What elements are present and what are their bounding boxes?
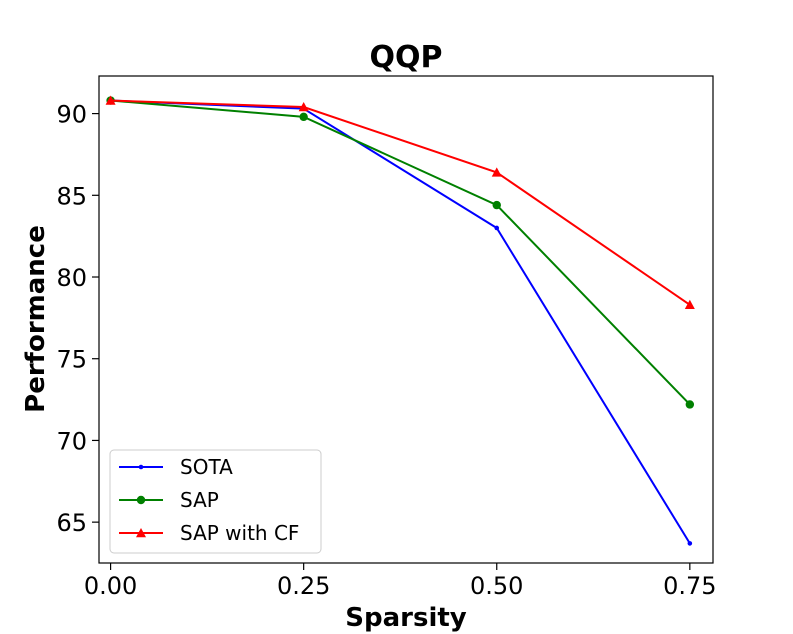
data-point-sap	[299, 112, 308, 122]
legend-label-sota: SOTA	[180, 455, 233, 479]
chart-title: QQP	[370, 40, 443, 75]
data-point-sap	[492, 200, 501, 210]
legend-label-sap: SAP	[180, 488, 219, 512]
data-point-sap	[685, 400, 695, 409]
series-group	[105, 95, 695, 546]
data-point-sap-with-cf	[491, 167, 502, 177]
data-point-sota	[687, 541, 693, 546]
y-tick-label: 75	[56, 346, 87, 374]
x-tick-label: 0.75	[663, 572, 716, 600]
axes: 65 70 75 80 85 90 0.00 0.25 0.50 0.75	[56, 75, 717, 600]
legend: SOTA SAP SAP with CF	[109, 449, 322, 554]
y-tick-label: 85	[56, 182, 87, 210]
y-tick-label: 80	[56, 264, 87, 292]
series-line-sap	[110, 99, 691, 406]
series-sap-with-cf	[105, 95, 695, 310]
series-sap	[106, 96, 695, 409]
legend-marker-sap-with-cf	[136, 528, 146, 538]
y-tick-label: 90	[56, 101, 87, 129]
y-tick-label: 65	[56, 509, 87, 537]
y-tick-label: 70	[56, 427, 87, 455]
data-point-sap-with-cf	[105, 95, 116, 105]
x-tick-label: 0.25	[277, 572, 330, 600]
legend-marker-sap	[136, 495, 146, 505]
data-point-sap-with-cf	[684, 299, 695, 310]
legend-marker-sota	[138, 464, 144, 470]
x-tick-label: 0.00	[84, 572, 137, 600]
x-tick-label: 0.50	[470, 572, 523, 600]
series-line-sap-with-cf	[110, 99, 691, 306]
plot-frame	[98, 75, 714, 564]
x-axis-title: Sparsity	[345, 603, 467, 633]
data-point-sota	[494, 225, 500, 231]
legend-box	[109, 449, 322, 554]
y-axis-title: Performance	[21, 225, 51, 413]
legend-label-sap-with-cf: SAP with CF	[180, 521, 299, 545]
data-point-sap-with-cf	[298, 102, 309, 112]
